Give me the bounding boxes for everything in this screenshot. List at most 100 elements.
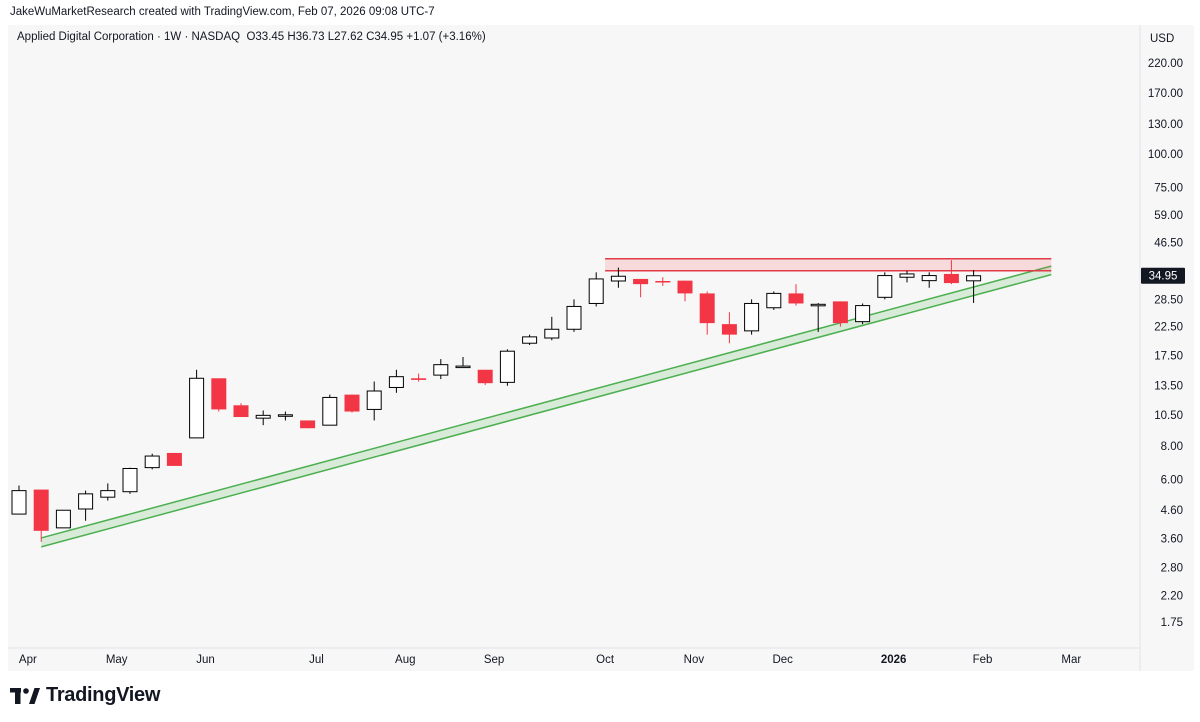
candle [455, 357, 471, 369]
candle-body-up [566, 305, 582, 330]
brand-name: TradingView [46, 684, 161, 706]
candle-body-up [11, 490, 27, 515]
candle [877, 272, 893, 300]
candle [411, 373, 427, 382]
time-axis-label: Feb [973, 654, 993, 666]
time-axis-label: Jun [196, 654, 215, 666]
price-tick-label: 13.50 [1154, 381, 1183, 393]
candle-body-up [144, 455, 160, 469]
candle [522, 334, 538, 346]
candle [189, 369, 205, 439]
price-tick-label: 8.00 [1161, 441, 1183, 453]
candle-body-up [255, 414, 271, 419]
price-tick-label: 2.80 [1161, 563, 1183, 575]
candle-body-up [544, 328, 560, 339]
candle [166, 452, 182, 466]
candle [921, 272, 937, 288]
candle-body-up [455, 365, 471, 369]
candle [633, 278, 649, 298]
candle [55, 509, 71, 529]
candle-body-down [344, 394, 360, 412]
candle-body-up [610, 275, 626, 282]
candle-body-up [921, 275, 937, 282]
candle [33, 489, 49, 542]
time-axis-label: Nov [684, 654, 705, 666]
candle [366, 381, 382, 421]
candle-body-up [766, 292, 782, 309]
candle [899, 270, 915, 283]
candle-body-up [189, 377, 205, 439]
candle [544, 316, 560, 341]
candle [255, 410, 271, 426]
price-tick-label: 75.00 [1154, 182, 1183, 194]
candle [788, 284, 804, 306]
candle-body-up [78, 493, 94, 510]
price-tick-label: 220.00 [1148, 58, 1183, 70]
candle [388, 369, 404, 393]
candle [655, 277, 671, 286]
support-channel-fill [41, 266, 1052, 547]
candle [832, 301, 848, 327]
time-axis-label: Oct [596, 654, 615, 666]
tradingview-logo[interactable]: TradingView [10, 684, 160, 707]
candle-body-down [655, 280, 671, 283]
candle-body-down [699, 293, 715, 324]
candle-body-up [322, 396, 338, 426]
candle [943, 260, 959, 285]
candle-body-down [233, 405, 249, 418]
price-tick-label: 130.00 [1148, 119, 1183, 131]
candle-body-up [522, 336, 538, 344]
chart-frame [8, 25, 1194, 671]
candle-body-up [388, 376, 404, 388]
candle-body-down [633, 278, 649, 285]
candle-body-down [33, 489, 49, 531]
candle-body-down [788, 293, 804, 304]
candle-body-down [211, 378, 227, 410]
candle [477, 369, 493, 385]
candle-body-up [499, 350, 515, 383]
candle-body-up [744, 302, 760, 332]
candle [233, 403, 249, 418]
time-axis-label: 2026 [881, 654, 907, 666]
candle [744, 299, 760, 335]
candle-body-up [55, 509, 71, 529]
candle-body-down [677, 280, 693, 294]
change-value: +1.07 (+3.16%) [406, 31, 486, 43]
candle [499, 349, 515, 386]
support-line-lower [41, 273, 1052, 548]
candle-body-down [721, 324, 737, 335]
price-tick-label: 59.00 [1154, 210, 1183, 222]
candle-body-down [411, 378, 427, 380]
time-axis-label: Jul [309, 654, 324, 666]
candle [610, 267, 626, 288]
price-tick-label: 28.50 [1154, 294, 1183, 306]
candle-body-up [877, 275, 893, 298]
chart-credit: JakeWuMarketResearch created with Tradin… [10, 6, 435, 18]
time-axis-label: May [106, 654, 128, 666]
candle [78, 490, 94, 521]
candle [855, 303, 871, 325]
candle-body-up [366, 390, 382, 410]
time-axis-label: Dec [772, 654, 793, 666]
last-price-label: 34.95 [1149, 271, 1178, 283]
price-tick-label: 2.20 [1161, 591, 1183, 603]
symbol-legend: Applied Digital Corporation · 1W · NASDA… [17, 31, 486, 43]
price-tick-label: 17.50 [1154, 351, 1183, 363]
candle-body-up [855, 305, 871, 323]
candle-body-down [943, 273, 959, 284]
candle [810, 303, 826, 332]
candle [588, 272, 604, 307]
candle [122, 467, 138, 494]
candle-body-down [300, 420, 316, 429]
candle [322, 394, 338, 426]
candle [433, 359, 449, 380]
price-tick-label: 100.00 [1148, 149, 1183, 161]
candle [966, 269, 982, 303]
candle [699, 291, 715, 335]
time-axis-label: Sep [484, 654, 504, 666]
open-value: O33.45 [246, 31, 285, 43]
candle-body-up [588, 278, 604, 304]
candle [300, 420, 316, 429]
time-axis-label: Aug [395, 654, 415, 666]
